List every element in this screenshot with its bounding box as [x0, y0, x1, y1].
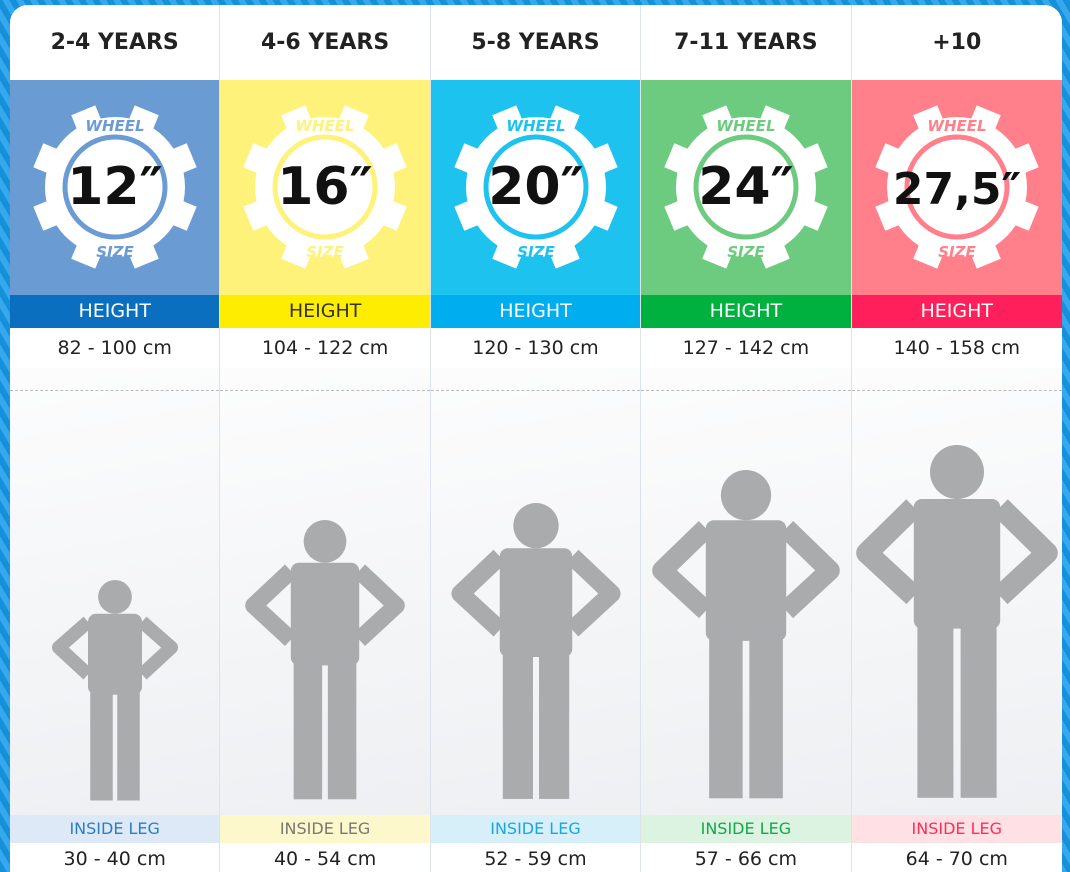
wheel-icon: WHEEL SIZE 16″	[220, 80, 430, 295]
inside-leg-label: INSIDE LEG	[220, 815, 429, 843]
inside-leg-label: INSIDE LEG	[10, 815, 219, 843]
height-label: HEIGHT	[10, 295, 219, 328]
wheel-word: WHEEL	[296, 117, 355, 135]
wheel-word: WHEEL	[85, 117, 144, 135]
wheel-size: 24″	[698, 157, 794, 217]
silhouette	[220, 395, 430, 815]
wheel-size: 12″	[67, 157, 163, 217]
page: 2-4 YEARSWHEELSIZE12″HEIGHT82 - 100 cmIN…	[0, 0, 1070, 872]
torso	[88, 614, 142, 695]
wheel-size: 16″	[278, 157, 374, 217]
head	[304, 520, 347, 563]
wheel-icon: WHEEL SIZE 24″	[641, 80, 851, 295]
height-range: 104 - 122 cm	[220, 328, 429, 368]
leg	[90, 688, 113, 801]
height-range: 140 - 158 cm	[852, 328, 1062, 368]
wheel-size: 20″	[488, 157, 584, 217]
age-label: +10	[852, 5, 1062, 80]
inside-leg-range: 64 - 70 cm	[852, 843, 1062, 872]
inside-leg-range: 40 - 54 cm	[220, 843, 429, 872]
silhouette	[431, 395, 641, 815]
size-word: SIZE	[517, 243, 555, 261]
head	[513, 503, 558, 548]
inside-leg-label: INSIDE LEG	[431, 815, 640, 843]
wheel-icon: WHEEL SIZE 20″	[431, 80, 641, 295]
wheel-panel: WHEEL SIZE 16″	[220, 80, 429, 295]
leg	[750, 631, 784, 799]
silhouette	[852, 395, 1062, 815]
inside-leg-label: INSIDE LEG	[641, 815, 850, 843]
height-label: HEIGHT	[852, 295, 1062, 328]
leg	[328, 657, 357, 800]
size-word: SIZE	[307, 243, 345, 261]
size-word: SIZE	[96, 243, 134, 261]
torso	[500, 548, 572, 657]
silhouette	[10, 395, 220, 815]
age-label: 2-4 YEARS	[10, 5, 219, 80]
torso	[913, 499, 999, 629]
head	[98, 580, 132, 614]
age-label: 7-11 YEARS	[641, 5, 850, 80]
wheel-panel: WHEEL SIZE 12″	[10, 80, 219, 295]
silhouette	[641, 395, 851, 815]
inside-leg-range: 57 - 66 cm	[641, 843, 850, 872]
wheel-panel: WHEEL SIZE 27,5″	[852, 80, 1062, 295]
wheel-size: 27,5″	[892, 164, 1020, 215]
wheel-icon: WHEEL SIZE 12″	[10, 80, 220, 295]
leg	[960, 618, 996, 798]
height-range: 120 - 130 cm	[431, 328, 640, 368]
inside-leg-range: 52 - 59 cm	[431, 843, 640, 872]
wheel-panel: WHEEL SIZE 20″	[431, 80, 640, 295]
divider	[220, 390, 429, 391]
height-label: HEIGHT	[220, 295, 429, 328]
torso	[706, 520, 786, 641]
height-label: HEIGHT	[431, 295, 640, 328]
leg	[117, 688, 140, 801]
leg	[539, 648, 569, 799]
divider	[10, 390, 219, 391]
torso	[291, 563, 359, 666]
wheel-word: WHEEL	[506, 117, 565, 135]
head	[930, 445, 984, 499]
size-word: SIZE	[938, 243, 976, 261]
leg	[503, 648, 533, 799]
inside-leg-range: 30 - 40 cm	[10, 843, 219, 872]
age-label: 4-6 YEARS	[220, 5, 429, 80]
leg	[709, 631, 743, 799]
height-range: 127 - 142 cm	[641, 328, 850, 368]
leg	[294, 657, 323, 800]
age-label: 5-8 YEARS	[431, 5, 640, 80]
divider	[431, 390, 640, 391]
size-word: SIZE	[727, 243, 765, 261]
inside-leg-label: INSIDE LEG	[852, 815, 1062, 843]
wheel-word: WHEEL	[927, 117, 986, 135]
wheel-icon: WHEEL SIZE 27,5″	[852, 80, 1062, 295]
head	[721, 470, 771, 520]
leg	[917, 618, 953, 798]
divider	[852, 390, 1062, 391]
wheel-panel: WHEEL SIZE 24″	[641, 80, 850, 295]
height-range: 82 - 100 cm	[10, 328, 219, 368]
wheel-word: WHEEL	[717, 117, 776, 135]
divider	[641, 390, 850, 391]
height-label: HEIGHT	[641, 295, 850, 328]
